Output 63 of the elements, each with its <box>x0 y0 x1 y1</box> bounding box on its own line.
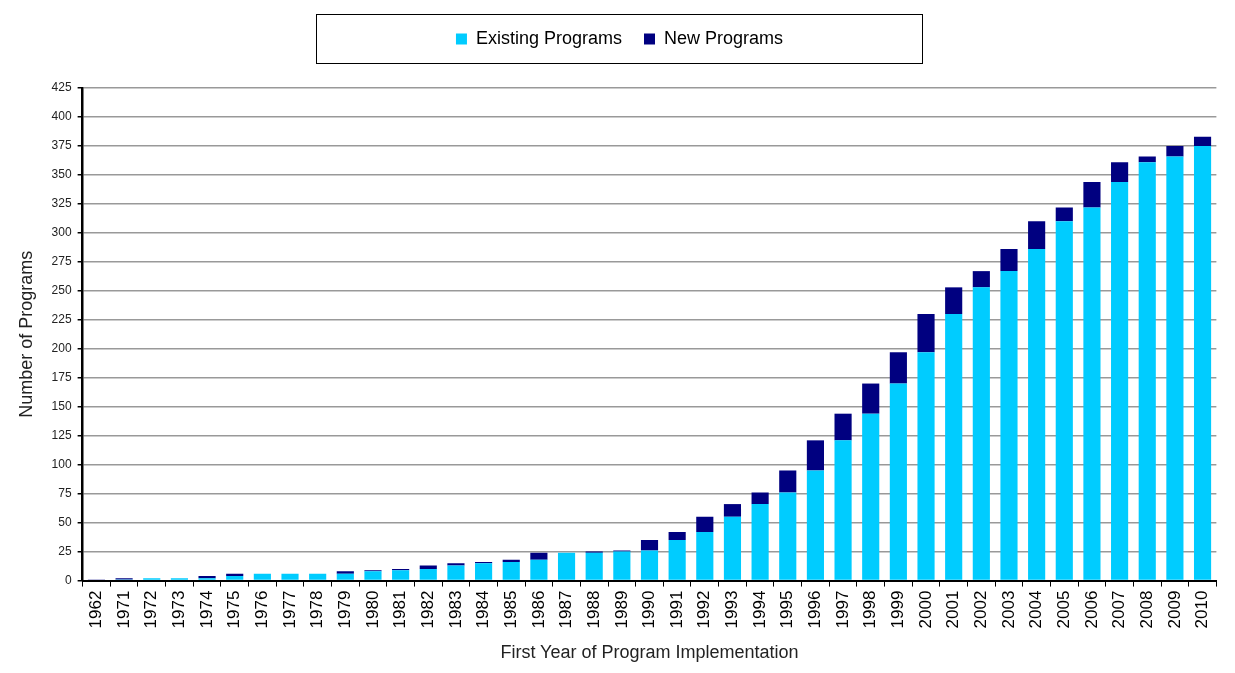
x-tick-label: 1989 <box>611 590 631 629</box>
x-tick-label: 1994 <box>749 590 769 629</box>
x-tick-label: 2003 <box>998 590 1018 629</box>
y-tick-label: 250 <box>51 283 72 298</box>
x-tick-label: 1995 <box>777 590 797 629</box>
x-tick-label: 1993 <box>722 590 742 629</box>
x-tick-label: 1974 <box>196 590 216 629</box>
x-tick-label: 2005 <box>1053 590 1073 629</box>
y-tick-label: 425 <box>51 80 72 95</box>
y-tick-label: 200 <box>51 341 72 356</box>
x-tick-label: 1973 <box>169 590 189 629</box>
x-tick-label: 1976 <box>252 590 272 629</box>
x-tick-label: 1978 <box>307 590 327 629</box>
x-tick-label: 1990 <box>639 590 659 629</box>
x-tick-label: 1986 <box>528 590 548 629</box>
y-tick-label: 125 <box>51 428 72 443</box>
x-tick-label: 1979 <box>335 590 355 629</box>
x-tick-label: 1980 <box>362 590 382 629</box>
x-tick-label: 2001 <box>943 590 963 629</box>
x-tick-label: 1972 <box>141 590 161 629</box>
x-tick-label: 1987 <box>556 590 576 629</box>
x-tick-label: 1983 <box>445 590 465 629</box>
x-tick-label: 1981 <box>390 590 410 629</box>
x-tick-label: 2002 <box>971 590 991 629</box>
x-tick-label: 1962 <box>86 590 106 629</box>
x-tick-label: 2009 <box>1164 590 1184 629</box>
y-tick-label: 225 <box>51 312 72 327</box>
y-tick-label: 100 <box>51 456 72 471</box>
y-tick-label: 150 <box>51 399 72 414</box>
x-tick-label: 1996 <box>805 590 825 629</box>
x-tick-label: 1982 <box>417 590 437 629</box>
x-tick-label: 1997 <box>832 590 852 629</box>
x-tick-label: 1991 <box>666 590 686 629</box>
x-tick-label: 2000 <box>915 590 935 629</box>
x-tick-label: 1971 <box>113 590 133 629</box>
y-axis-title: Number of Programs <box>15 250 36 418</box>
x-tick-label: 1999 <box>888 590 908 629</box>
y-tick-label: 275 <box>51 254 72 269</box>
legend-label: New Programs <box>664 27 784 48</box>
y-tick-label: 75 <box>58 485 72 500</box>
y-tick-label: 375 <box>51 138 72 153</box>
x-tick-label: 2004 <box>1026 590 1046 629</box>
legend-label: Existing Programs <box>475 27 623 48</box>
y-tick-label: 300 <box>51 225 72 240</box>
y-tick-label: 325 <box>51 196 72 211</box>
x-tick-label: 2007 <box>1109 590 1129 629</box>
y-tick-label: 0 <box>64 572 72 587</box>
x-tick-label: 2006 <box>1081 590 1101 629</box>
x-axis-title: First Year of Program Implementation <box>500 642 799 663</box>
y-tick-label: 175 <box>51 370 72 385</box>
x-tick-label: 2008 <box>1136 590 1156 629</box>
y-tick-label: 400 <box>51 109 72 124</box>
x-tick-label: 1984 <box>473 590 493 629</box>
x-tick-label: 1992 <box>694 590 714 629</box>
y-tick-label: 350 <box>51 167 72 182</box>
x-tick-label: 1985 <box>500 590 520 629</box>
x-tick-label: 1975 <box>224 590 244 629</box>
y-tick-label: 50 <box>58 514 72 529</box>
x-tick-label: 1977 <box>279 590 299 629</box>
y-tick-label: 25 <box>58 543 72 558</box>
x-tick-label: 1988 <box>583 590 603 629</box>
x-tick-label: 1998 <box>860 590 880 629</box>
x-tick-label: 2010 <box>1192 590 1212 629</box>
